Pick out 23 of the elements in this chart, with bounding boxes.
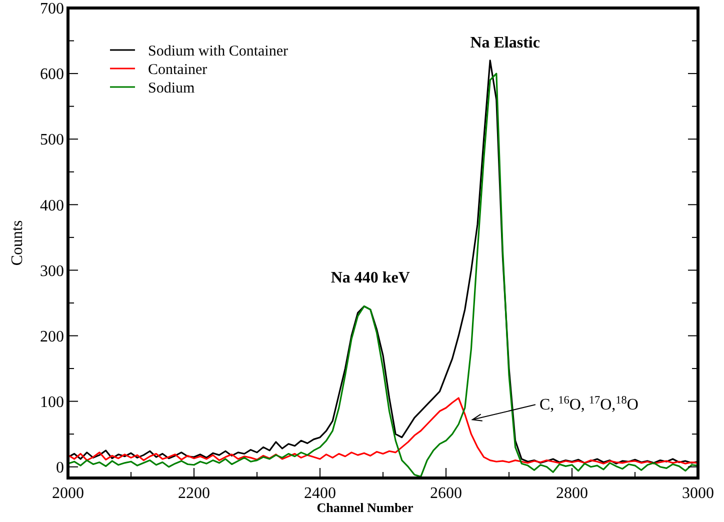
x-tick-label: 2600 xyxy=(430,485,462,502)
annotation: Na Elastic xyxy=(470,34,540,52)
line-series xyxy=(67,397,699,464)
legend-label: Sodium with Container xyxy=(148,43,288,60)
x-tick-label: 2800 xyxy=(556,485,588,502)
annotation: C, $^{16}$O, $^{17}$O,$^{18}$O xyxy=(539,394,638,414)
y-tick-label: 500 xyxy=(40,132,64,149)
y-tick-label: 100 xyxy=(40,394,64,411)
y-axis-title: Counts xyxy=(9,220,26,266)
legend-label: Sodium xyxy=(148,80,196,96)
legend-label: Container xyxy=(148,62,208,78)
annotation: Na 440 keV xyxy=(330,269,410,286)
y-tick-label: 600 xyxy=(40,66,64,84)
y-tick-label: 0 xyxy=(56,459,64,476)
y-tick-label: 400 xyxy=(40,197,64,214)
x-tick-label: 2000 xyxy=(52,485,84,502)
x-tick-label: 2200 xyxy=(178,485,210,502)
x-tick-label: 2400 xyxy=(304,485,336,502)
y-tick-label: 300 xyxy=(40,262,64,280)
y-tick-label: 700 xyxy=(40,0,64,18)
y-tick-label: 200 xyxy=(40,328,64,346)
x-axis-title: Channel Number xyxy=(316,500,414,515)
x-tick-label: 3000 xyxy=(682,485,714,502)
